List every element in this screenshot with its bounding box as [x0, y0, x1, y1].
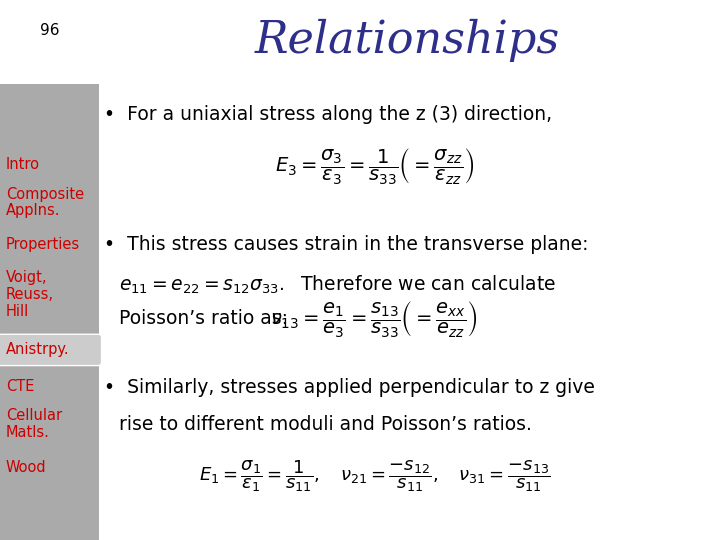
Text: $e_{11} = e_{22} = s_{12}\sigma_{33}.$  Therefore we can calculate: $e_{11} = e_{22} = s_{12}\sigma_{33}.$ T…	[119, 274, 556, 296]
FancyBboxPatch shape	[0, 334, 102, 366]
Text: Composite
Applns.: Composite Applns.	[6, 187, 84, 218]
Text: Anistrpy.: Anistrpy.	[6, 342, 69, 357]
Text: •  Similarly, stresses applied perpendicular to z give: • Similarly, stresses applied perpendicu…	[104, 378, 595, 397]
Text: •  For a uniaxial stress along the z (3) direction,: • For a uniaxial stress along the z (3) …	[104, 105, 552, 124]
Text: CTE: CTE	[6, 379, 34, 394]
Text: 96: 96	[40, 23, 59, 38]
Text: $\nu_{13} = \dfrac{e_1}{e_3} = \dfrac{s_{13}}{s_{33}} \left(= \dfrac{e_{xx}}{e_{: $\nu_{13} = \dfrac{e_1}{e_3} = \dfrac{s_…	[271, 299, 478, 339]
Text: Voigt,
Reuss,
Hill: Voigt, Reuss, Hill	[6, 270, 54, 319]
Text: Intro: Intro	[6, 157, 40, 172]
Text: rise to different moduli and Poisson’s ratios.: rise to different moduli and Poisson’s r…	[119, 415, 531, 434]
Bar	[0, 84, 99, 540]
Text: $E_1 = \dfrac{\sigma_1}{\varepsilon_1} = \dfrac{1}{s_{11}},\quad \nu_{21} = \dfr: $E_1 = \dfrac{\sigma_1}{\varepsilon_1} =…	[199, 458, 550, 494]
Text: Cellular
Matls.: Cellular Matls.	[6, 408, 62, 440]
Text: Properties: Properties	[6, 237, 80, 252]
Text: Wood: Wood	[6, 460, 46, 475]
Text: •  This stress causes strain in the transverse plane:: • This stress causes strain in the trans…	[104, 235, 589, 254]
Text: Poisson’s ratio as:: Poisson’s ratio as:	[119, 309, 288, 328]
Text: $E_3 = \dfrac{\sigma_3}{\varepsilon_3} = \dfrac{1}{s_{33}} \left(= \dfrac{\sigma: $E_3 = \dfrac{\sigma_3}{\varepsilon_3} =…	[274, 146, 474, 186]
Text: Relationships: Relationships	[254, 19, 559, 62]
